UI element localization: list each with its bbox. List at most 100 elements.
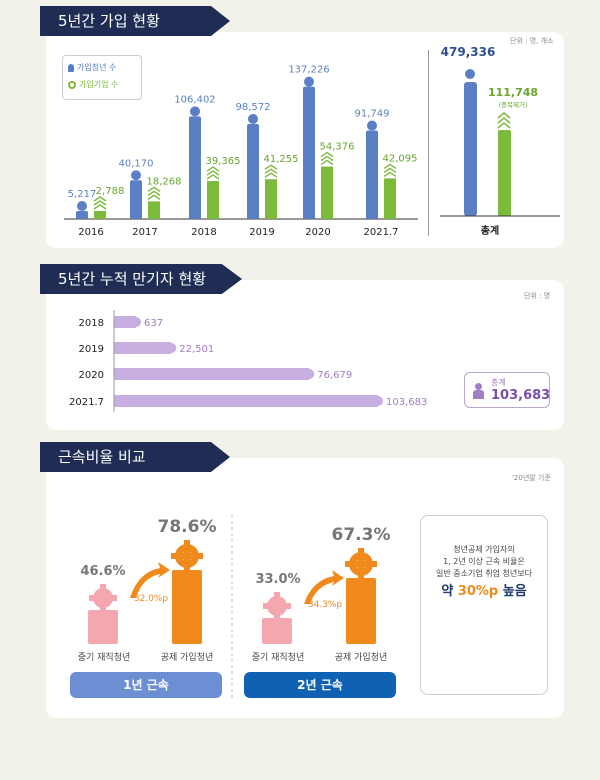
youth-value-label: 91,749 (355, 109, 390, 120)
company-chevron (206, 166, 220, 180)
youth-bar (303, 86, 315, 219)
youth-bar (366, 130, 378, 219)
company-value-label: 2,788 (96, 186, 125, 197)
maturity-total: 총계 103,683 (464, 372, 550, 408)
youth-head (304, 76, 314, 87)
total-company-value: 111,748 (487, 86, 539, 99)
maturity-bar-end (304, 369, 315, 379)
member-pct-1: 78.6% (157, 517, 217, 537)
maturity-bar (114, 368, 310, 380)
youth-head (131, 170, 141, 181)
year-tick-label: 2018 (79, 318, 104, 329)
totals-chart (440, 69, 560, 217)
year-tick-label: 2021.7 (69, 397, 104, 408)
youth-value-label: 106,402 (174, 94, 215, 105)
section1-title: 5년간 가입 현황 (40, 6, 230, 36)
note-highlight: 약 30%p 높음 (441, 584, 527, 599)
sme-bar-1 (88, 610, 118, 644)
year-tick-label: 2017 (132, 227, 157, 238)
company-bar (384, 178, 396, 219)
youth-bar (247, 123, 259, 219)
company-chevron (264, 164, 278, 178)
legend-youth: 가입청년 수 (68, 62, 141, 73)
total-youth-bar (464, 82, 477, 216)
member-bar-2 (346, 578, 376, 644)
two-year-badge: 2년 근속 (244, 672, 396, 698)
person-icon (68, 63, 74, 72)
sme-label-2: 중기 재직청년 (251, 653, 305, 663)
one-year-badge: 1년 근속 (70, 672, 222, 698)
youth-bar (189, 116, 201, 219)
total-company-chevron (497, 111, 511, 129)
youth-head (190, 106, 200, 117)
year-tick-label: 2021.7 (364, 227, 399, 238)
company-bar (94, 211, 106, 219)
year-tick-label: 2019 (79, 344, 104, 355)
section2-title: 5년간 누적 만기자 현황 (40, 264, 242, 294)
company-value-label: 18,268 (147, 176, 182, 187)
sme-pct-1: 46.6% (80, 564, 126, 579)
company-value-label: 39,365 (206, 156, 241, 167)
arrow-icon-1 (130, 562, 170, 598)
maturity-bar-end (373, 396, 383, 406)
maturity-value-label: 76,679 (317, 370, 352, 381)
company-chevron (93, 196, 107, 210)
section2-unit: 단위 : 명 (524, 292, 551, 300)
member-gear-icon-2 (345, 548, 377, 580)
total-company-note: (중복제거) (498, 101, 528, 109)
youth-head (77, 201, 87, 211)
section1-unit: 단위 : 명, 개소 (510, 37, 554, 45)
youth-head (248, 113, 258, 124)
youth-value-label: 137,226 (288, 65, 329, 76)
company-bar (265, 179, 277, 219)
maturity-total-label: 총계 (491, 378, 506, 387)
year-tick-label: 2020 (305, 227, 330, 238)
year-tick-label: 2016 (78, 227, 103, 238)
member-pct-2: 67.3% (331, 525, 391, 545)
maturity-chart: 2018 637 2019 22,501 2020 76,679 2021.7 103,683 (69, 310, 427, 412)
member-label-2: 공제 가입청년 (334, 653, 388, 663)
youth-value-label: 98,572 (236, 102, 271, 113)
sme-pct-2: 33.0% (255, 572, 301, 587)
total-youth-head (465, 69, 475, 79)
year-tick-label: 2018 (191, 227, 216, 238)
company-bar (148, 201, 160, 219)
total-company-bar (498, 130, 511, 216)
company-chevron (383, 163, 397, 177)
maturity-value-label: 22,501 (179, 344, 214, 355)
divider (428, 50, 429, 236)
youth-value-label: 5,217 (68, 189, 97, 200)
company-value-label: 54,376 (320, 142, 355, 153)
maturity-value-label: 103,683 (386, 397, 427, 408)
maturity-bar-end (131, 317, 141, 327)
enrollment-chart: 5,217 2,788 2016 40,170 18,268 2017 106,402 39,… (64, 65, 418, 238)
maturity-bar (114, 342, 172, 354)
youth-bar (130, 180, 142, 219)
member-gear-icon-1 (171, 540, 203, 572)
person-icon (473, 383, 484, 399)
company-chevron (320, 151, 334, 166)
logo-text: 청년내일 채움공제 (464, 626, 510, 655)
youth-head (367, 120, 377, 131)
maturity-total-value: 103,683 (491, 388, 551, 403)
company-chevron (147, 186, 161, 200)
legend-company: 가입기업 수 (68, 79, 141, 90)
legend: 가입청년 수 가입기업 수 (62, 55, 142, 100)
youth-value-label: 40,170 (119, 158, 154, 169)
sme-bar-2 (262, 618, 292, 644)
maturity-bar (114, 395, 378, 407)
sme-gear-icon-1 (89, 584, 117, 612)
total-youth-value: 479,336 (440, 45, 496, 59)
sme-label-1: 중기 재직청년 (77, 653, 131, 663)
diff-1: 32.0%p (133, 594, 169, 604)
member-bar-1 (172, 570, 202, 644)
diff-2: 34.3%p (307, 600, 343, 610)
sme-gear-icon-2 (263, 592, 291, 620)
company-bar (321, 166, 333, 219)
note-box: 청년공제 가입자의 1, 2년 이상 근속 비율은 일반 중소기업 취업 청년보… (420, 515, 548, 695)
youth-bar (76, 211, 88, 219)
company-value-label: 42,095 (383, 153, 418, 164)
member-label-1: 공제 가입청년 (160, 653, 214, 663)
section3-title: 근속비율 비교 (40, 442, 230, 472)
arrow-icon-2 (304, 570, 344, 604)
